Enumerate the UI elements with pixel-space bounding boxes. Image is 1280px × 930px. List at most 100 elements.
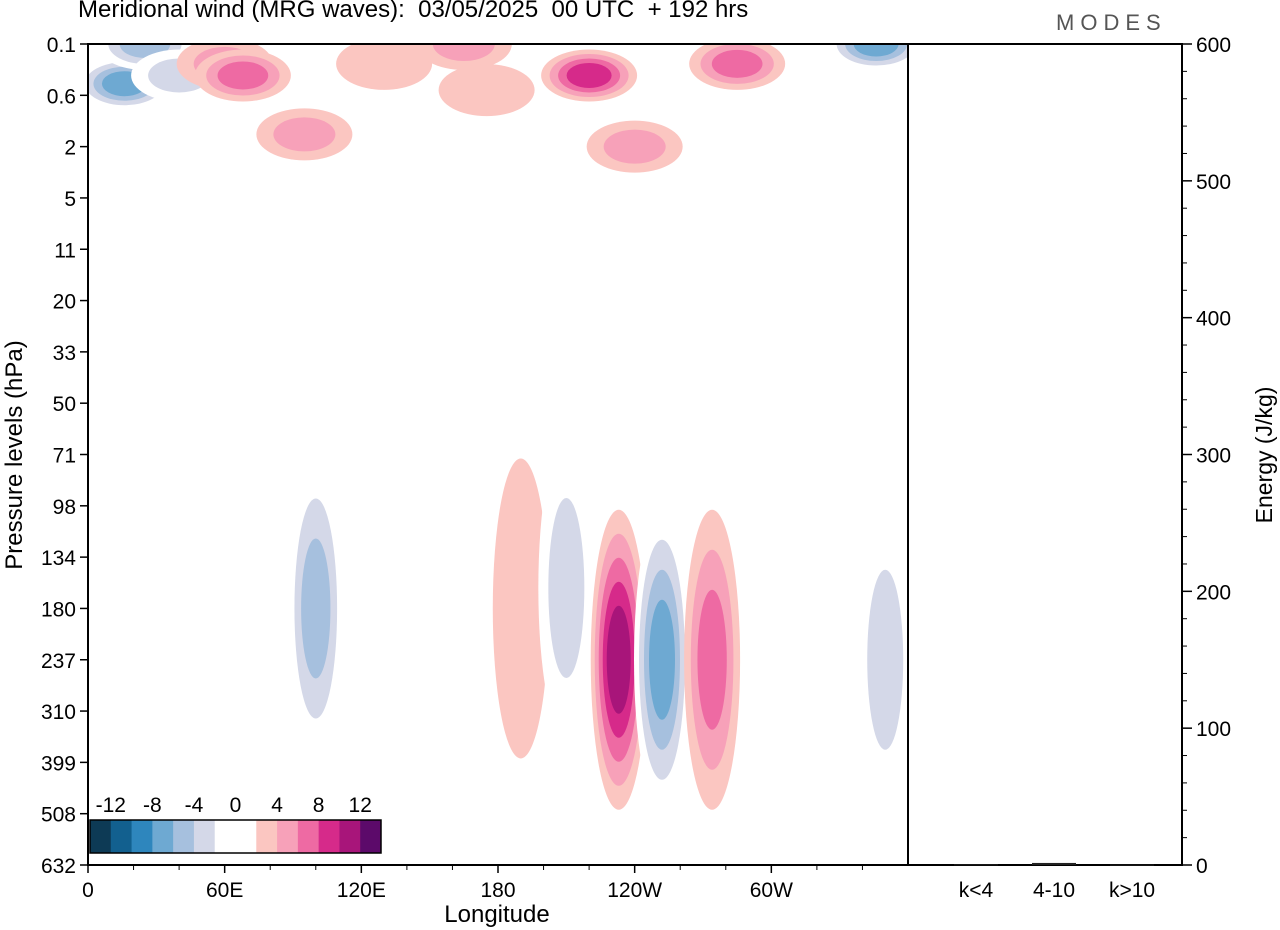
x-tick-label: 180 [480, 879, 515, 902]
negative-wind-contour [811, 407, 868, 708]
colorbar-labels: -12 -8 -4 0 4 8 12 [96, 794, 372, 817]
energy-y-tick-label: 200 [1196, 581, 1231, 604]
colorbar-label: -12 [96, 794, 126, 817]
colorbar-cell [152, 820, 174, 853]
energy-frame [907, 43, 1183, 866]
energy-y-tick-label: 400 [1196, 308, 1231, 331]
colorbar-cell [360, 820, 382, 853]
y-tick-label: 134 [41, 547, 76, 570]
contour-band [336, 44, 433, 90]
contour-band [217, 61, 269, 90]
contour-band [811, 407, 868, 708]
colorbar-label: 12 [349, 794, 372, 817]
positive-wind-contour [684, 509, 741, 810]
contour-band [867, 569, 904, 750]
negative-wind-contour [828, 44, 908, 70]
contour-band [853, 44, 899, 57]
y-axis-ticks: 0.1 0.6 2 5 11 20 33 50 71 98 134 180 237 310 399 508 63… [41, 34, 88, 878]
x-tick-label: 120W [607, 879, 662, 902]
y-tick-label: 310 [41, 701, 76, 724]
x-tick-label: 60W [750, 879, 793, 902]
colorbar-frame [89, 819, 382, 854]
contour-band [438, 64, 535, 117]
y-tick-label: 399 [41, 752, 76, 775]
positive-wind-contour [689, 44, 786, 90]
contour-band [649, 599, 675, 720]
energy-bar [1032, 862, 1076, 865]
x-axis-ticks: 0 60E 120E 180 120W 60W [82, 865, 863, 902]
colorbar-cell [131, 820, 153, 853]
negative-wind-contour [780, 171, 877, 224]
energy-y-tick-label: 500 [1196, 171, 1231, 194]
contour-band [697, 589, 727, 730]
positive-wind-contour [336, 44, 433, 90]
colorbar-label: 0 [230, 794, 242, 817]
y-tick-label: 20 [53, 291, 76, 314]
energy-bar [954, 864, 998, 866]
modes-logo: MODES [1056, 10, 1167, 35]
contour-band [548, 497, 585, 678]
colorbar-cell [318, 820, 340, 853]
x-tick-label: 0 [82, 879, 94, 902]
colorbar: -12 -8 -4 0 4 8 12 [89, 794, 382, 854]
colorbar-cells [90, 820, 382, 853]
negative-wind-contour [634, 509, 690, 810]
energy-y-ticks: 0 100 200 300 400 500 600 [1182, 34, 1231, 878]
positive-wind-contour [256, 108, 353, 161]
colorbar-cell [214, 820, 236, 853]
energy-y-tick-label: 600 [1196, 34, 1231, 57]
energy-panel: 0 100 200 300 400 500 600 k<4 4-10 k>10 Energy (… [907, 34, 1277, 902]
negative-wind-contour [88, 57, 173, 110]
contour-band [273, 117, 336, 152]
energy-x-tick-label: k>10 [1109, 879, 1155, 902]
energy-x-tick-label: 4-10 [1033, 879, 1075, 902]
contour-band [711, 49, 763, 78]
negative-wind-contour [857, 509, 908, 810]
energy-axis-label: Energy (J/kg) [1251, 387, 1277, 524]
energy-bar [1110, 864, 1154, 866]
colorbar-cell [256, 820, 278, 853]
energy-y-tick-label: 100 [1196, 718, 1231, 741]
y-tick-label: 0.1 [47, 34, 76, 57]
positive-wind-contour [586, 120, 683, 173]
y-tick-label: 5 [64, 188, 76, 211]
negative-wind-contour [287, 458, 344, 759]
y-axis-label: Pressure levels (hPa) [1, 340, 28, 569]
contour-band [780, 171, 877, 224]
y-tick-label: 508 [41, 804, 76, 827]
positive-wind-contour [415, 44, 512, 70]
negative-wind-contour [88, 171, 159, 224]
positive-wind-contour [194, 49, 291, 102]
heatmap-background [88, 44, 908, 865]
colorbar-cell [339, 820, 361, 853]
positive-wind-contour [541, 49, 638, 102]
y-tick-label: 98 [53, 496, 76, 519]
y-tick-label: 11 [54, 239, 76, 262]
positive-wind-contour [492, 458, 549, 759]
contour-band [432, 44, 495, 61]
colorbar-cell [277, 820, 299, 853]
energy-y-tick-label: 300 [1196, 445, 1231, 468]
y-tick-label: 50 [53, 393, 76, 416]
positive-wind-contour [590, 509, 647, 810]
colorbar-cell [235, 820, 257, 853]
negative-wind-contour [538, 437, 595, 738]
contour-band [88, 171, 159, 224]
energy-x-tick-label: k<4 [959, 879, 994, 902]
y-tick-label: 237 [41, 650, 76, 673]
x-axis-label: Longitude [444, 901, 549, 928]
energy-x-ticks: k<4 4-10 k>10 [959, 879, 1155, 902]
contour-band [492, 458, 549, 759]
colorbar-label: -8 [143, 794, 162, 817]
colorbar-label: 4 [271, 794, 283, 817]
energy-y-tick-label: 0 [1196, 855, 1208, 878]
colorbar-cell [90, 820, 112, 853]
colorbar-label: -4 [185, 794, 204, 817]
y-tick-label: 71 [53, 445, 76, 468]
y-tick-label: 632 [41, 855, 76, 878]
contour-band [603, 129, 666, 164]
contour-band [301, 538, 331, 679]
positive-wind-contour [438, 64, 535, 117]
colorbar-cell [173, 820, 195, 853]
